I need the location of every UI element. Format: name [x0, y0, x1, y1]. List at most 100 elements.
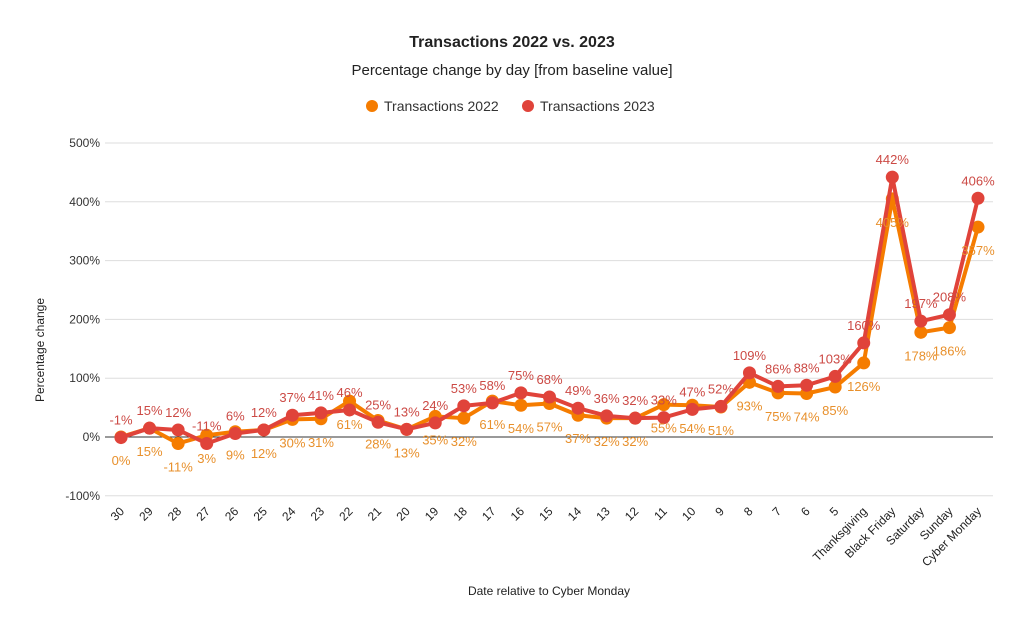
x-tick-label: 24 [279, 504, 299, 524]
x-axis-title: Date relative to Cyber Monday [468, 584, 630, 598]
chart-title: Transactions 2022 vs. 2023 [409, 34, 615, 51]
x-tick-label: 22 [336, 504, 356, 524]
data-label: 41% [308, 388, 334, 403]
data-label: 15% [137, 403, 163, 418]
y-tick-label: 400% [69, 195, 100, 209]
x-tick-label: 19 [422, 504, 442, 524]
data-label: 86% [765, 361, 791, 376]
data-label: 186% [933, 344, 967, 359]
data-point [914, 325, 928, 339]
data-label: 49% [565, 383, 591, 398]
data-point [914, 314, 928, 328]
data-label: 51% [708, 423, 734, 438]
data-point [171, 423, 185, 437]
y-axis: -100% 0% 100% 200% 300% 400% 500% [65, 136, 100, 503]
x-tick-label: 7 [770, 504, 785, 519]
legend-label: Transactions 2022 [384, 98, 499, 114]
data-point [114, 431, 128, 445]
data-point [257, 423, 271, 437]
data-label: 36% [594, 391, 620, 406]
data-point [942, 321, 956, 335]
data-label: 28% [365, 437, 391, 452]
x-tick-label: 5 [827, 504, 842, 519]
data-label: 103% [819, 351, 853, 366]
data-point [400, 422, 414, 436]
x-tick-label: 10 [679, 504, 699, 524]
x-tick-label: 8 [741, 504, 756, 519]
data-label: 126% [847, 379, 881, 394]
data-label: 3% [197, 451, 216, 466]
data-label: -1% [109, 413, 133, 428]
data-label: 74% [794, 409, 820, 424]
data-label: 32% [622, 434, 648, 449]
data-point [657, 398, 671, 412]
data-label: 24% [422, 398, 448, 413]
data-point [714, 399, 728, 413]
data-point [200, 436, 214, 450]
data-point [800, 378, 814, 392]
data-label: 54% [679, 421, 705, 436]
data-label: 57% [536, 419, 562, 434]
data-label: 53% [451, 381, 477, 396]
legend-label: Transactions 2023 [540, 98, 655, 114]
data-label: 406% [961, 173, 995, 188]
legend-marker [366, 100, 378, 112]
x-tick-label: 29 [136, 504, 156, 524]
y-tick-label: 100% [69, 371, 100, 385]
data-label: 6% [226, 408, 245, 423]
data-point [657, 411, 671, 425]
x-tick-label: 17 [479, 504, 499, 524]
x-tick-label: 11 [651, 504, 670, 523]
data-label: 75% [508, 368, 534, 383]
data-labels-2023: -1%15% 12%-11%6% 12%37% 41% 46%25% 13% 24%53% 5… [109, 152, 995, 433]
data-label: 61% [337, 417, 363, 432]
data-label: 32% [594, 434, 620, 449]
data-label: 13% [394, 445, 420, 460]
x-tick-label: 23 [308, 504, 328, 524]
data-label: 197% [904, 296, 938, 311]
series-2023 [114, 170, 985, 450]
x-tick-label: 12 [622, 504, 642, 524]
data-point [343, 403, 357, 417]
data-label: 442% [876, 152, 910, 167]
x-axis: 30 29 28 27 26 25 24 23 22 21 20 19 18 17 16 15 14 13 12 11… [108, 504, 984, 569]
data-point [514, 386, 528, 400]
data-point [485, 396, 499, 410]
data-point [571, 401, 585, 415]
data-point [543, 390, 556, 404]
x-tick-label: 15 [536, 504, 556, 524]
x-tick-label: 25 [251, 504, 271, 524]
data-label: 47% [679, 384, 705, 399]
data-label: 9% [226, 448, 245, 463]
data-label: 61% [479, 417, 505, 432]
data-label: 55% [651, 421, 677, 436]
data-point [514, 398, 528, 412]
data-label: 12% [165, 405, 191, 420]
data-label: 93% [736, 398, 762, 413]
data-point [457, 411, 471, 425]
data-point [428, 416, 442, 430]
data-point [742, 366, 756, 380]
data-point [685, 402, 699, 416]
data-label: 109% [733, 348, 767, 363]
y-tick-label: 0% [83, 430, 101, 444]
legend-marker [522, 100, 534, 112]
y-tick-label: 300% [69, 254, 100, 268]
y-tick-label: 500% [69, 136, 100, 150]
data-label: 15% [137, 444, 163, 459]
x-tick-label: 16 [508, 504, 528, 524]
data-labels-2022: 0%15%-11%3% 9% 12%30% 31%61%28%13%35% 32%61%… [112, 215, 995, 475]
data-point [857, 356, 871, 370]
data-point [885, 170, 899, 184]
x-tick-label: 26 [222, 504, 242, 524]
data-point [828, 380, 842, 394]
data-label: 0% [112, 453, 131, 468]
data-label: 37% [279, 390, 305, 405]
x-tick-label: 21 [365, 504, 385, 524]
data-point [942, 308, 956, 322]
x-tick-label: 14 [565, 504, 585, 524]
data-point [457, 399, 471, 413]
data-label: 32% [622, 393, 648, 408]
x-tick-label: 9 [712, 504, 727, 519]
data-label: 357% [961, 243, 995, 258]
